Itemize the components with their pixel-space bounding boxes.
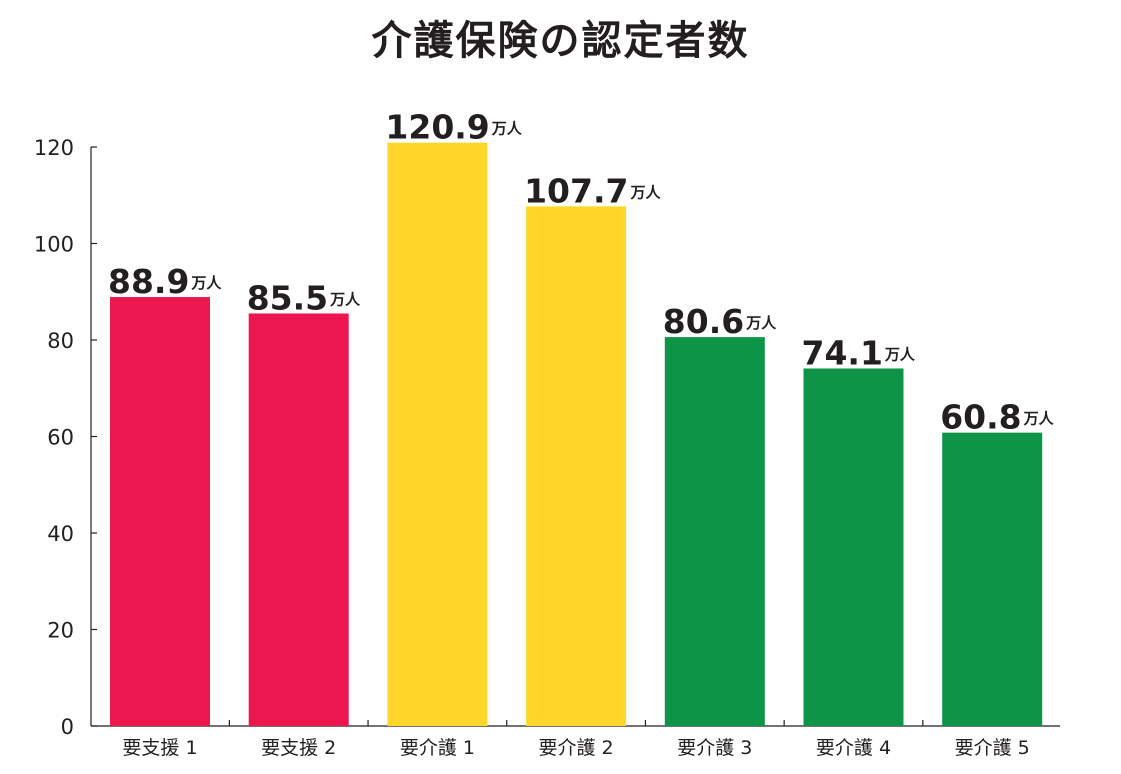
x-tick-label: 要介護 2	[539, 737, 614, 759]
bars	[110, 142, 1043, 727]
x-tick-label: 要介護 1	[400, 737, 475, 759]
y-tick-label: 60	[47, 426, 74, 450]
y-tick-label: 80	[47, 329, 74, 353]
bar	[526, 206, 627, 726]
x-tick-label: 要支援 2	[261, 737, 336, 759]
x-tick-label: 要介護 4	[816, 737, 891, 759]
chart-title: 介護保険の認定者数	[371, 18, 750, 64]
data-label: 74.1 万人	[802, 333, 916, 372]
y-tick-label: 0	[61, 715, 74, 739]
data-label: 80.6 万人	[663, 302, 777, 341]
bar	[110, 297, 210, 726]
data-label: 60.8 万人	[940, 398, 1054, 437]
y-tick-label: 20	[47, 619, 74, 643]
bar	[387, 142, 488, 727]
y-tick-label: 40	[47, 522, 74, 546]
bar	[803, 368, 904, 726]
bar	[248, 313, 349, 726]
x-tick-label: 要支援 1	[122, 737, 197, 759]
y-tick-label: 120	[34, 136, 74, 160]
data-label: 88.9 万人	[108, 262, 222, 301]
data-label: 85.5 万人	[247, 278, 361, 317]
bar	[664, 337, 765, 726]
x-tick-label: 要介護 5	[955, 737, 1030, 759]
data-label: 120.9 万人	[385, 108, 522, 147]
bar	[942, 432, 1043, 726]
data-label: 107.7 万人	[524, 171, 661, 210]
x-tick-label: 要介護 3	[677, 737, 752, 759]
y-tick-label: 100	[34, 233, 74, 257]
